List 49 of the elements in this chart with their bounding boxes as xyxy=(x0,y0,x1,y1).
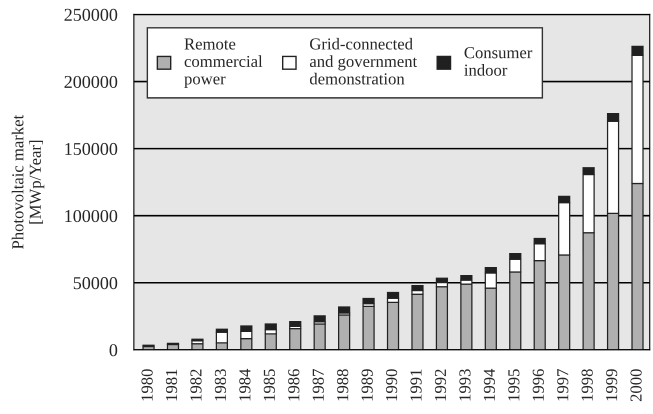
x-tick-label: 1980 xyxy=(141,369,153,400)
bar xyxy=(289,328,302,350)
bar xyxy=(338,306,350,314)
y-tick-label: 100000 xyxy=(65,210,118,222)
x-tick-label: 1999 xyxy=(606,369,618,400)
bar xyxy=(362,306,375,350)
y-axis-title: Photovoltaic market [MWp/Year] xyxy=(12,114,44,250)
bar xyxy=(436,278,448,284)
y-tick-label: 200000 xyxy=(64,76,118,88)
x-tick-label: 1990 xyxy=(386,369,398,400)
y-tick-label: 0 xyxy=(110,344,118,356)
x-tick-label: 1983 xyxy=(214,369,226,400)
legend-label: Grid-connected and government demonstration xyxy=(310,38,418,84)
bar xyxy=(386,302,400,350)
y-tick-label: 250000 xyxy=(64,8,118,21)
bar xyxy=(264,323,277,330)
y-tick-label: 150000 xyxy=(65,142,118,156)
x-tick-label: 1996 xyxy=(532,369,544,400)
x-tick-label: 1995 xyxy=(508,369,520,400)
bar xyxy=(460,275,472,281)
y-tick-label: 50000 xyxy=(74,277,118,290)
x-tick-label: 1991 xyxy=(410,370,422,400)
x-tick-label: 1993 xyxy=(459,369,471,400)
bar xyxy=(460,283,472,350)
bar xyxy=(314,315,326,323)
x-tick-label: 1988 xyxy=(337,369,348,400)
x-tick-label: 1984 xyxy=(239,368,250,400)
x-tick-label: 1986 xyxy=(288,369,300,400)
bar xyxy=(289,321,302,327)
x-tick-label: 1992 xyxy=(434,370,446,400)
x-tick-label: 1987 xyxy=(312,369,324,400)
x-tick-label: 1981 xyxy=(166,370,178,400)
bar xyxy=(314,323,326,350)
bar xyxy=(362,298,375,304)
legend-label: Consumer indoor xyxy=(464,47,532,76)
x-tick-label: 1998 xyxy=(582,369,593,400)
x-tick-label: 1997 xyxy=(557,369,568,400)
x-tick-label: 2000 xyxy=(630,369,642,402)
x-tick-label: 1982 xyxy=(190,370,202,400)
bar xyxy=(411,294,424,350)
legend-label: Remote commercial power xyxy=(184,38,262,88)
bar xyxy=(386,292,400,299)
bar xyxy=(264,333,277,350)
bar xyxy=(338,314,350,350)
bar xyxy=(411,284,424,292)
bar xyxy=(436,286,448,350)
x-tick-label: 1994 xyxy=(484,368,495,400)
x-tick-label: 1985 xyxy=(264,369,275,400)
x-tick-label: 1989 xyxy=(362,369,373,400)
